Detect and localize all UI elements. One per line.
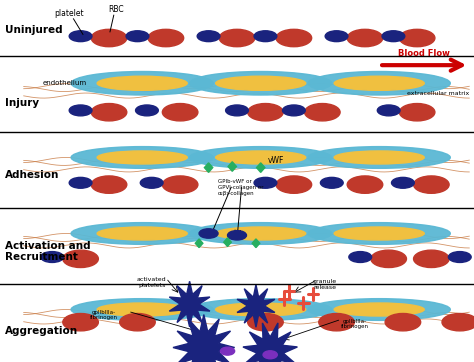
Ellipse shape — [97, 227, 187, 240]
Ellipse shape — [308, 223, 450, 244]
Ellipse shape — [399, 29, 435, 47]
Ellipse shape — [334, 227, 424, 240]
Ellipse shape — [216, 303, 306, 316]
Ellipse shape — [349, 252, 372, 262]
Ellipse shape — [276, 176, 311, 193]
Ellipse shape — [413, 250, 449, 268]
Ellipse shape — [190, 72, 332, 95]
Ellipse shape — [126, 31, 149, 42]
Text: extracellular matrix: extracellular matrix — [407, 91, 469, 96]
Ellipse shape — [63, 313, 99, 331]
Ellipse shape — [91, 104, 127, 121]
Ellipse shape — [448, 252, 471, 262]
Ellipse shape — [97, 151, 187, 164]
Text: Blood Flow: Blood Flow — [398, 49, 450, 58]
Text: granule
release: granule release — [313, 279, 337, 290]
Ellipse shape — [320, 177, 343, 188]
Ellipse shape — [399, 104, 435, 121]
Polygon shape — [173, 315, 235, 362]
Ellipse shape — [413, 176, 449, 193]
Ellipse shape — [71, 299, 213, 320]
Ellipse shape — [283, 105, 305, 116]
Text: Adhesion: Adhesion — [5, 170, 59, 180]
Ellipse shape — [392, 177, 414, 188]
Ellipse shape — [347, 29, 383, 47]
Ellipse shape — [385, 313, 420, 331]
Polygon shape — [169, 281, 210, 327]
Text: platelet: platelet — [54, 9, 83, 18]
Ellipse shape — [97, 303, 187, 316]
Ellipse shape — [371, 250, 406, 268]
Ellipse shape — [254, 177, 277, 188]
Ellipse shape — [220, 347, 235, 355]
Ellipse shape — [263, 351, 277, 359]
Ellipse shape — [305, 104, 340, 121]
Ellipse shape — [69, 105, 92, 116]
Ellipse shape — [71, 223, 213, 244]
Ellipse shape — [69, 177, 92, 188]
Polygon shape — [243, 323, 297, 362]
Ellipse shape — [63, 250, 99, 268]
Ellipse shape — [334, 303, 424, 316]
Polygon shape — [228, 162, 237, 171]
Ellipse shape — [69, 31, 92, 42]
Polygon shape — [204, 163, 213, 172]
Ellipse shape — [226, 105, 248, 116]
Ellipse shape — [136, 105, 158, 116]
Ellipse shape — [190, 223, 332, 244]
Ellipse shape — [162, 176, 198, 193]
Text: Uninjured: Uninjured — [5, 25, 63, 35]
Ellipse shape — [254, 31, 277, 42]
Ellipse shape — [216, 151, 306, 164]
Text: gpIIbIIIa-
fibrinogen: gpIIbIIIa- fibrinogen — [90, 310, 118, 320]
Polygon shape — [224, 238, 231, 247]
Ellipse shape — [97, 76, 187, 90]
Ellipse shape — [91, 176, 127, 193]
Polygon shape — [252, 239, 260, 248]
Ellipse shape — [148, 29, 183, 47]
Text: Injury: Injury — [5, 98, 39, 108]
Ellipse shape — [199, 229, 218, 238]
Ellipse shape — [247, 104, 283, 121]
Ellipse shape — [325, 31, 348, 42]
Ellipse shape — [347, 176, 383, 193]
Polygon shape — [237, 285, 275, 327]
Ellipse shape — [119, 313, 155, 331]
Text: vWF: vWF — [268, 156, 284, 164]
Ellipse shape — [190, 299, 332, 320]
Ellipse shape — [442, 313, 474, 331]
Text: GPIb-vWF or
GPVI-collagen or
α₂β₁-collagen: GPIb-vWF or GPVI-collagen or α₂β₁-collag… — [218, 179, 264, 196]
Ellipse shape — [334, 76, 424, 90]
Ellipse shape — [308, 72, 450, 95]
Ellipse shape — [71, 72, 213, 95]
Ellipse shape — [334, 151, 424, 164]
Ellipse shape — [308, 299, 450, 320]
Text: endothelium: endothelium — [43, 80, 87, 86]
Ellipse shape — [377, 105, 400, 116]
Text: activated
platelets: activated platelets — [137, 277, 166, 288]
Ellipse shape — [319, 313, 354, 331]
Ellipse shape — [190, 147, 332, 168]
Text: gpIIbIIIa-
fibrinogen: gpIIbIIIa- fibrinogen — [341, 319, 369, 329]
Ellipse shape — [216, 76, 306, 90]
Ellipse shape — [140, 177, 163, 188]
Text: Aggregation: Aggregation — [5, 326, 78, 336]
Ellipse shape — [71, 147, 213, 168]
Ellipse shape — [197, 31, 220, 42]
Ellipse shape — [276, 29, 311, 47]
Ellipse shape — [91, 29, 127, 47]
Text: Activation and
Recruitment: Activation and Recruitment — [5, 241, 91, 262]
Ellipse shape — [216, 227, 306, 240]
Ellipse shape — [247, 313, 283, 331]
Ellipse shape — [228, 231, 246, 240]
Polygon shape — [256, 163, 265, 172]
Text: RBC: RBC — [109, 5, 124, 14]
Ellipse shape — [162, 104, 198, 121]
Ellipse shape — [382, 31, 405, 42]
Ellipse shape — [308, 147, 450, 168]
Ellipse shape — [41, 252, 64, 262]
Polygon shape — [195, 239, 203, 248]
Ellipse shape — [219, 29, 255, 47]
